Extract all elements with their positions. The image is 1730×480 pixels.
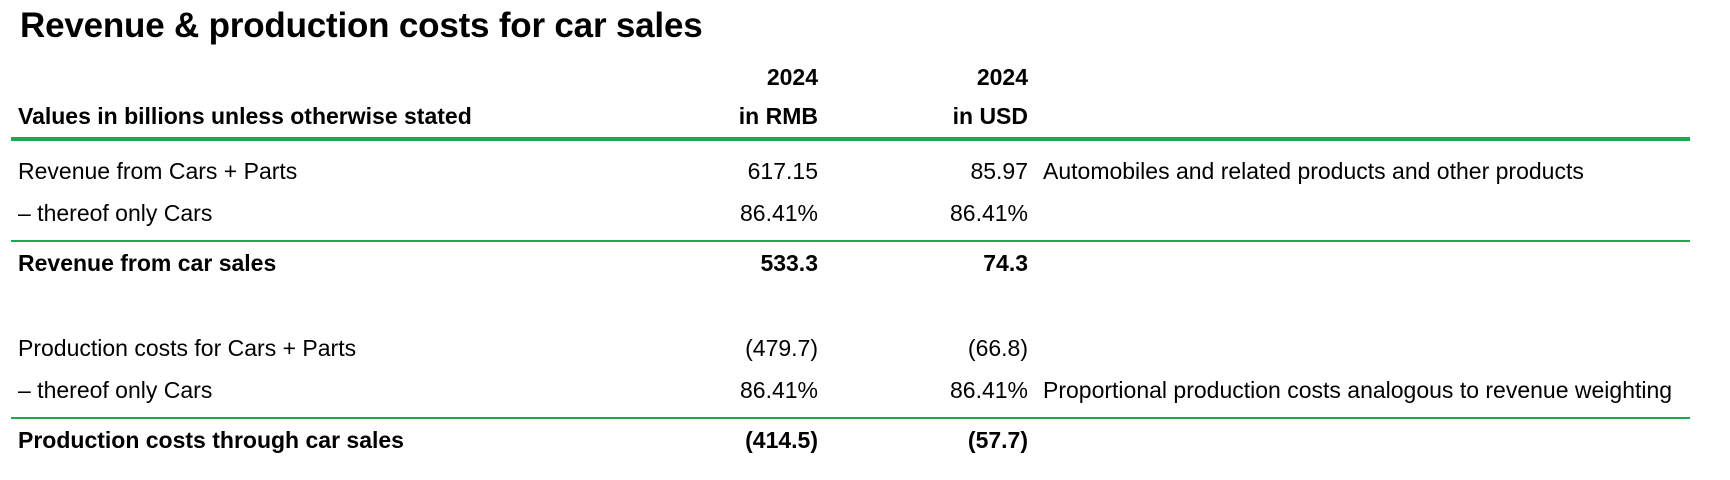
header-description: Values in billions unless otherwise stat… xyxy=(18,103,472,129)
header-rmb-year: 2024 xyxy=(766,64,818,90)
row-value-rmb: (414.5) xyxy=(745,427,818,453)
row-value-usd: 86.41% xyxy=(949,200,1028,226)
subtotal-divider xyxy=(11,240,1690,242)
header-usd-year: 2024 xyxy=(976,64,1028,90)
row-value-usd: (66.8) xyxy=(967,335,1028,361)
row-value-rmb: (479.7) xyxy=(745,335,818,361)
row-value-rmb: 617.15 xyxy=(747,158,818,184)
row-label: Revenue from car sales xyxy=(18,250,277,276)
header-rmb-unit: in RMB xyxy=(738,103,818,129)
row-value-rmb: 86.41% xyxy=(739,200,818,226)
row-value-usd: (57.7) xyxy=(967,427,1028,453)
row-label: – thereof only Cars xyxy=(18,377,213,403)
row-note: Automobiles and related products and oth… xyxy=(1043,158,1584,184)
row-value-usd: 85.97 xyxy=(970,158,1028,184)
row-label: Revenue from Cars + Parts xyxy=(18,158,298,184)
row-label: – thereof only Cars xyxy=(18,200,213,226)
total-divider xyxy=(11,417,1690,419)
page-title: Revenue & production costs for car sales xyxy=(20,6,703,45)
row-value-usd: 86.41% xyxy=(949,377,1028,403)
header-divider xyxy=(11,137,1690,141)
row-note: Proportional production costs analogous … xyxy=(1043,377,1673,403)
row-value-usd: 74.3 xyxy=(983,250,1028,276)
row-value-rmb: 86.41% xyxy=(739,377,818,403)
row-label: Production costs for Cars + Parts xyxy=(18,335,357,361)
header-usd-unit: in USD xyxy=(952,103,1028,129)
row-label: Production costs through car sales xyxy=(18,427,404,453)
row-value-rmb: 533.3 xyxy=(760,250,818,276)
